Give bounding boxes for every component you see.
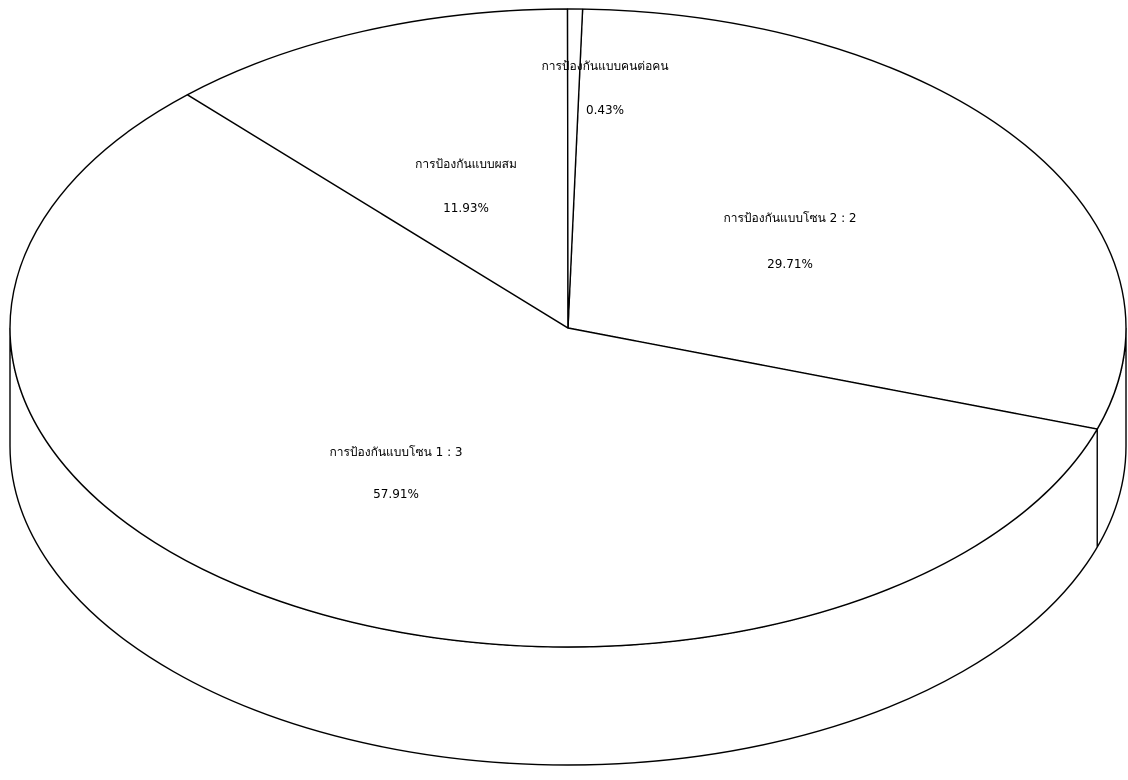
slice-mixed xyxy=(186,8,569,329)
pie-top xyxy=(9,8,1127,648)
slice-value-zone-2-2: 29.71% xyxy=(767,257,813,271)
slice-label-man-to-man: การป้องกันแบบคนต่อคน xyxy=(541,59,668,73)
slice-value-mixed: 11.93% xyxy=(443,201,489,215)
pie-labels: การป้องกันแบบโซน 1 : 3 57.91% การป้องกัน… xyxy=(329,59,856,501)
slice-label-mixed: การป้องกันแบบผสม xyxy=(415,157,517,171)
slice-value-man-to-man: 0.43% xyxy=(586,103,624,117)
slice-man-to-man xyxy=(566,8,584,329)
slice-label-zone-1-3: การป้องกันแบบโซน 1 : 3 xyxy=(329,445,462,459)
slice-label-zone-2-2: การป้องกันแบบโซน 2 : 2 xyxy=(723,211,856,225)
slice-value-zone-1-3: 57.91% xyxy=(373,487,419,501)
slice-zone-2-2 xyxy=(567,8,1127,430)
slice-zone-1-3 xyxy=(9,94,1098,648)
